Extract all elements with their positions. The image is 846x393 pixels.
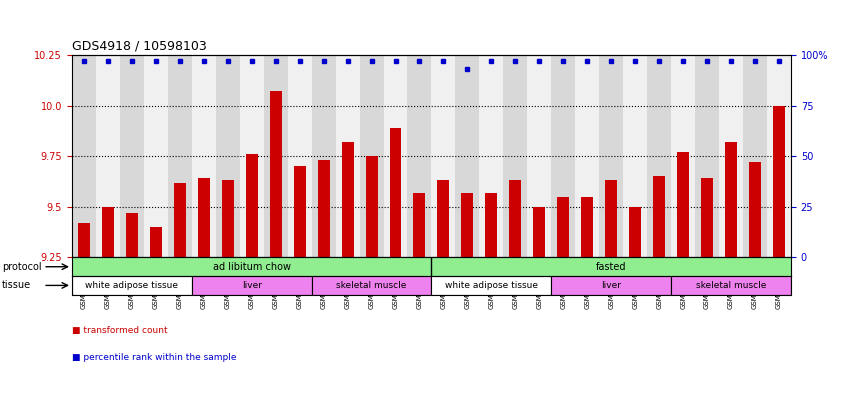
Text: liver: liver (242, 281, 261, 290)
Bar (239, 55, 264, 257)
Bar (695, 55, 719, 257)
Bar (150, 227, 162, 257)
FancyBboxPatch shape (311, 276, 431, 295)
Bar (719, 55, 743, 257)
Text: skeletal muscle: skeletal muscle (337, 281, 407, 290)
Bar (677, 152, 689, 257)
Bar (527, 55, 552, 257)
Bar (599, 55, 624, 257)
Bar (168, 55, 192, 257)
Bar (311, 55, 336, 257)
Bar (743, 55, 767, 257)
Text: skeletal muscle: skeletal muscle (696, 281, 766, 290)
Text: GDS4918 / 10598103: GDS4918 / 10598103 (72, 39, 206, 52)
Bar (408, 55, 431, 257)
Bar (270, 92, 282, 257)
Bar (216, 55, 239, 257)
Bar (552, 55, 575, 257)
Bar (624, 55, 647, 257)
Bar (486, 193, 497, 257)
Bar (629, 207, 641, 257)
Bar (245, 154, 258, 257)
FancyBboxPatch shape (72, 276, 192, 295)
Text: ■ transformed count: ■ transformed count (72, 326, 168, 334)
Text: white adipose tissue: white adipose tissue (445, 281, 538, 290)
Bar (461, 193, 474, 257)
Bar (647, 55, 671, 257)
Bar (192, 55, 216, 257)
Bar (480, 55, 503, 257)
Text: tissue: tissue (2, 281, 30, 290)
Bar (455, 55, 480, 257)
Bar (437, 180, 449, 257)
Text: ■ percentile rank within the sample: ■ percentile rank within the sample (72, 353, 236, 362)
Bar (72, 55, 96, 257)
Bar (605, 180, 618, 257)
Bar (360, 55, 383, 257)
Bar (533, 207, 546, 257)
Bar (294, 166, 305, 257)
FancyBboxPatch shape (671, 276, 791, 295)
Bar (288, 55, 311, 257)
Text: fasted: fasted (596, 262, 627, 272)
Bar (575, 55, 599, 257)
FancyBboxPatch shape (552, 276, 671, 295)
Bar (198, 178, 210, 257)
Bar (102, 207, 114, 257)
Bar (173, 182, 186, 257)
Bar (725, 142, 737, 257)
Text: liver: liver (602, 281, 621, 290)
Bar (342, 142, 354, 257)
FancyBboxPatch shape (192, 276, 311, 295)
Bar (383, 55, 408, 257)
Bar (336, 55, 360, 257)
Bar (365, 156, 377, 257)
Text: ad libitum chow: ad libitum chow (212, 262, 291, 272)
Bar (509, 180, 521, 257)
Bar (749, 162, 761, 257)
FancyBboxPatch shape (431, 276, 552, 295)
Bar (144, 55, 168, 257)
Bar (671, 55, 695, 257)
Bar (389, 128, 402, 257)
Bar (317, 160, 330, 257)
Bar (120, 55, 144, 257)
Bar (126, 213, 138, 257)
Bar (773, 106, 785, 257)
Text: white adipose tissue: white adipose tissue (85, 281, 179, 290)
Bar (701, 178, 713, 257)
Bar (503, 55, 527, 257)
Bar (78, 223, 90, 257)
Bar (222, 180, 233, 257)
Bar (414, 193, 426, 257)
Bar (653, 176, 665, 257)
Bar (264, 55, 288, 257)
Bar (96, 55, 120, 257)
Text: protocol: protocol (2, 262, 41, 272)
Bar (767, 55, 791, 257)
Bar (581, 196, 593, 257)
Bar (558, 196, 569, 257)
Bar (431, 55, 455, 257)
